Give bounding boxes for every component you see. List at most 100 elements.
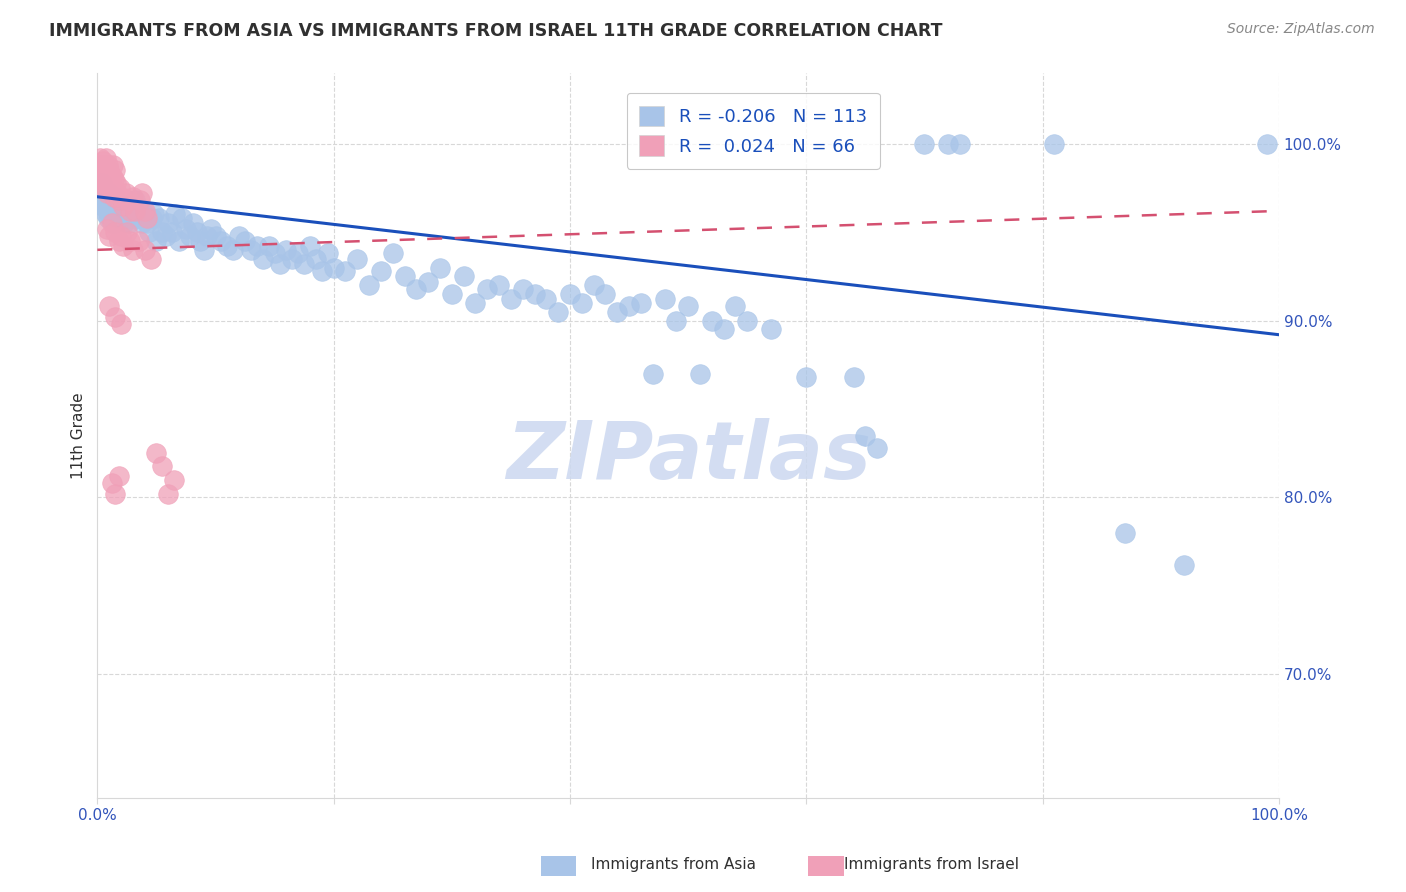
Point [292, 257, 315, 271]
Point [713, 322, 735, 336]
Point [98, 163, 121, 178]
Point [128, 203, 150, 218]
Point [536, 293, 558, 307]
Point [91, 163, 114, 178]
Text: ZIPatlas: ZIPatlas [506, 418, 870, 496]
Point [90, 169, 112, 183]
Point [571, 296, 593, 310]
Point [138, 225, 160, 239]
Point [866, 441, 889, 455]
Point [209, 234, 232, 248]
Point [914, 136, 936, 151]
Point [287, 246, 309, 260]
Point [91, 181, 114, 195]
Point [394, 269, 416, 284]
Point [453, 269, 475, 284]
Point [163, 473, 186, 487]
Point [96, 186, 118, 201]
Point [110, 211, 132, 225]
Point [949, 136, 972, 151]
Point [121, 243, 143, 257]
Point [724, 300, 747, 314]
Y-axis label: 11th Grade: 11th Grade [72, 392, 86, 479]
Point [131, 216, 153, 230]
Point [381, 246, 404, 260]
Point [93, 163, 115, 178]
Point [91, 199, 114, 213]
Point [759, 322, 782, 336]
Point [117, 194, 139, 208]
Point [124, 194, 146, 208]
Point [139, 252, 162, 266]
Point [193, 243, 215, 257]
Point [150, 225, 173, 239]
Point [128, 194, 150, 208]
Point [97, 199, 120, 213]
Point [114, 214, 136, 228]
Point [257, 239, 280, 253]
Point [94, 207, 117, 221]
Point [305, 252, 328, 266]
Point [160, 225, 183, 239]
Point [246, 239, 269, 253]
Point [103, 190, 125, 204]
Point [440, 287, 463, 301]
Text: Immigrants from Asia: Immigrants from Asia [591, 857, 755, 872]
Point [107, 234, 129, 248]
Point [136, 211, 159, 225]
Point [186, 225, 208, 239]
Point [700, 313, 723, 327]
Point [108, 207, 131, 221]
Point [110, 228, 132, 243]
Point [112, 239, 135, 253]
Point [1173, 558, 1195, 572]
Text: Source: ZipAtlas.com: Source: ZipAtlas.com [1227, 22, 1375, 37]
Point [630, 296, 652, 310]
Point [98, 176, 121, 190]
Point [115, 225, 138, 239]
Point [98, 181, 121, 195]
Point [233, 234, 256, 248]
Point [104, 190, 127, 204]
Point [676, 300, 699, 314]
Point [499, 293, 522, 307]
Point [145, 234, 167, 248]
Point [269, 257, 291, 271]
Point [94, 194, 117, 208]
Point [179, 228, 201, 243]
Point [100, 169, 122, 183]
Point [121, 190, 143, 204]
Point [217, 239, 239, 253]
Point [93, 186, 115, 201]
Point [477, 282, 499, 296]
Point [91, 181, 114, 195]
Point [134, 203, 156, 218]
Point [87, 190, 110, 204]
Point [112, 199, 135, 213]
Point [316, 246, 339, 260]
Point [107, 207, 129, 221]
Point [276, 243, 298, 257]
Point [91, 176, 114, 190]
Point [794, 370, 817, 384]
Point [359, 278, 381, 293]
Point [606, 304, 628, 318]
Point [112, 199, 135, 213]
Point [252, 252, 274, 266]
Point [558, 287, 581, 301]
Point [195, 228, 218, 243]
Point [141, 211, 163, 225]
Point [1114, 525, 1136, 540]
Point [143, 207, 166, 221]
Point [239, 243, 262, 257]
Point [98, 228, 121, 243]
Point [104, 163, 127, 178]
Point [101, 207, 124, 221]
Point [93, 190, 115, 204]
Point [654, 293, 676, 307]
Point [842, 370, 865, 384]
Point [370, 264, 392, 278]
Point [98, 300, 121, 314]
Point [101, 158, 124, 172]
Point [104, 310, 127, 324]
